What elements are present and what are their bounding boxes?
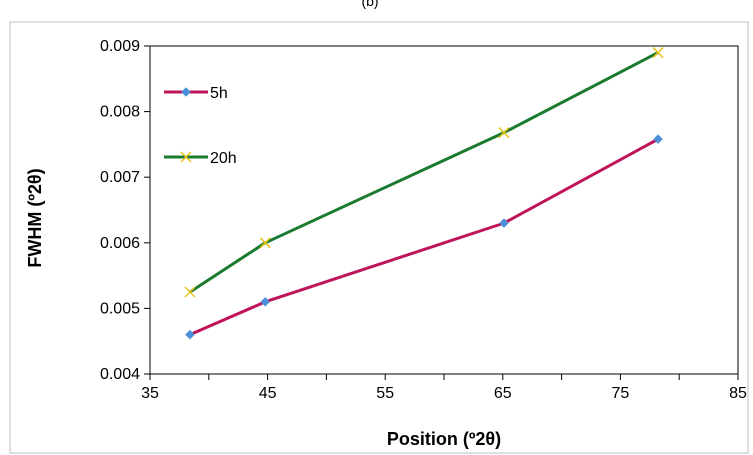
x-tick-label: 65 — [494, 385, 512, 402]
data-point-5h — [653, 134, 663, 145]
legend-label-20h: 20h — [210, 150, 237, 167]
y-tick-label: 0.006 — [100, 235, 140, 252]
y-axis-title: FWHM (º2θ) — [25, 168, 45, 267]
y-tick-label: 0.007 — [100, 169, 140, 186]
legend: 5h 20h — [164, 85, 237, 167]
y-axis-ticks: 0.004 0.005 0.006 0.007 0.008 0.009 — [100, 38, 150, 383]
data-point-5h — [260, 296, 271, 307]
series-line-20h — [189, 51, 659, 294]
y-tick-label: 0.009 — [100, 38, 140, 55]
x-tick-label: 75 — [612, 385, 630, 402]
data-point-5h — [499, 218, 509, 228]
chart-border — [9, 21, 749, 454]
legend-marker-20h — [180, 151, 192, 163]
y-tick-label: 0.008 — [100, 104, 140, 121]
x-axis-ticks: 35 45 55 65 75 85 — [141, 374, 747, 402]
y-tick-label: 0.004 — [100, 366, 140, 383]
data-point-20h — [259, 237, 271, 249]
x-tick-label: 55 — [376, 385, 394, 402]
x-tick-label: 85 — [729, 385, 747, 402]
header-fragment: (b) — [361, 0, 378, 9]
data-point-5h — [185, 329, 195, 340]
data-point-20h — [652, 47, 664, 59]
x-axis-title: Position (º2θ) — [387, 429, 501, 449]
series-line-5h — [189, 137, 659, 337]
x-tick-label: 45 — [259, 385, 277, 402]
x-tick-label: 35 — [141, 385, 159, 402]
data-point-20h — [498, 127, 510, 139]
legend-marker-5h — [181, 87, 191, 97]
series-layer — [184, 47, 664, 340]
legend-label-5h: 5h — [210, 85, 228, 102]
y-tick-label: 0.005 — [100, 300, 140, 317]
data-point-20h — [184, 286, 196, 298]
